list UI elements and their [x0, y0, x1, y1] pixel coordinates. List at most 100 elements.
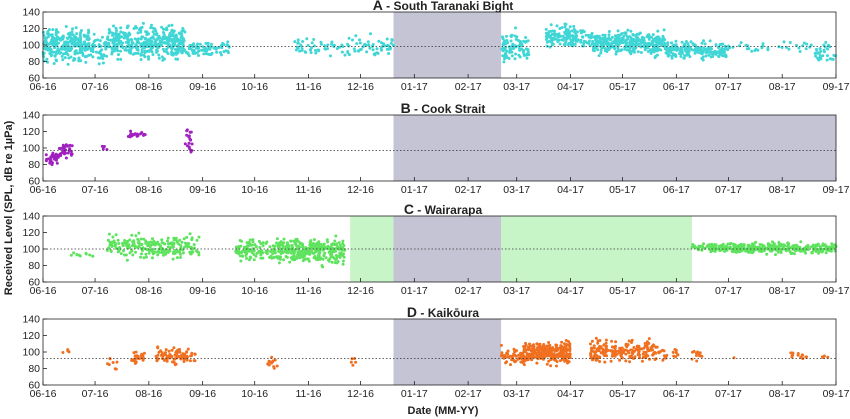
data-point: [272, 249, 276, 253]
data-point: [545, 362, 549, 366]
x-tick-label: 05-17: [609, 285, 636, 297]
data-point: [326, 240, 330, 244]
data-point: [319, 40, 323, 44]
data-point: [564, 353, 568, 357]
data-point: [611, 345, 615, 349]
data-point: [42, 51, 46, 55]
data-point: [173, 251, 177, 255]
data-point: [522, 354, 526, 358]
data-point: [704, 48, 708, 51]
data-point: [174, 236, 178, 240]
data-point: [531, 354, 535, 358]
data-point: [106, 35, 110, 39]
data-point: [310, 41, 314, 45]
data-point: [512, 46, 516, 50]
data-point: [605, 41, 609, 45]
data-point: [599, 351, 603, 355]
data-point: [156, 36, 160, 40]
data-point: [77, 253, 81, 257]
data-point: [197, 54, 200, 57]
data-point: [750, 242, 754, 246]
data-point: [556, 40, 560, 43]
data-point: [712, 52, 716, 56]
data-point: [643, 344, 647, 348]
data-point: [789, 351, 793, 355]
data-point: [610, 35, 614, 39]
data-point: [140, 252, 143, 256]
data-point: [197, 253, 201, 257]
data-point: [76, 41, 80, 45]
data-point: [771, 240, 774, 244]
data-point: [335, 47, 339, 51]
data-point: [590, 31, 594, 35]
data-point: [192, 42, 196, 46]
data-point: [549, 23, 553, 27]
data-point: [182, 237, 186, 241]
data-point: [581, 35, 584, 39]
x-tick-label: 07-16: [82, 81, 109, 93]
data-point: [257, 249, 261, 253]
data-point: [270, 256, 274, 260]
data-point: [296, 250, 300, 254]
data-point: [172, 38, 176, 42]
data-point: [549, 346, 553, 350]
data-point: [314, 48, 317, 52]
data-point: [188, 43, 192, 47]
data-point: [196, 42, 200, 46]
data-point: [136, 133, 140, 137]
data-point: [545, 31, 548, 35]
data-point: [85, 35, 89, 39]
data-point: [155, 358, 159, 362]
data-point: [69, 253, 73, 257]
data-point: [815, 48, 819, 52]
data-point: [134, 350, 138, 354]
data-point: [172, 346, 176, 350]
data-point: [604, 341, 608, 345]
x-tick-label: 08-17: [769, 81, 796, 93]
data-point: [332, 250, 336, 253]
data-point: [726, 242, 730, 246]
data-point: [365, 50, 369, 54]
x-tick-label: 04-17: [557, 285, 584, 297]
data-point: [620, 32, 624, 35]
data-point: [543, 355, 547, 359]
x-tick-label: 11-16: [295, 388, 321, 400]
data-point: [616, 39, 620, 43]
data-point: [646, 341, 650, 345]
data-point: [220, 53, 223, 57]
data-point: [282, 258, 286, 262]
data-point: [296, 244, 300, 248]
x-tick-label: 06-17: [663, 388, 690, 400]
data-point: [114, 233, 118, 237]
data-point: [809, 43, 813, 47]
data-point: [152, 247, 156, 251]
data-point: [815, 244, 819, 248]
data-point: [139, 237, 143, 241]
data-point: [717, 45, 720, 49]
data-point: [518, 48, 522, 52]
data-point: [71, 37, 75, 41]
data-point: [744, 249, 748, 253]
data-point: [618, 349, 622, 352]
data-point: [224, 49, 228, 53]
data-point: [66, 349, 70, 353]
data-point: [160, 25, 164, 29]
y-tick-label: 100: [22, 143, 40, 155]
data-point: [541, 348, 545, 352]
data-point: [826, 355, 830, 359]
data-point: [50, 33, 54, 37]
data-point: [142, 237, 146, 241]
data-point: [259, 253, 263, 257]
data-point: [62, 147, 65, 151]
data-point: [542, 351, 546, 355]
data-point: [694, 354, 698, 357]
data-point: [150, 249, 154, 253]
data-point: [624, 359, 628, 363]
data-point: [179, 252, 183, 256]
data-point: [708, 247, 712, 251]
data-point: [185, 357, 188, 361]
data-point: [117, 249, 121, 253]
data-point: [160, 241, 164, 244]
data-point: [603, 49, 607, 53]
